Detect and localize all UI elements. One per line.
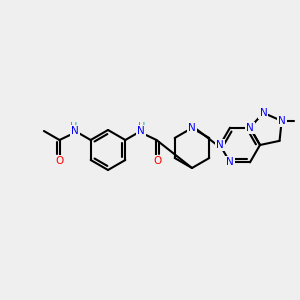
Text: N: N [216,140,224,150]
Text: O: O [153,156,162,166]
Text: O: O [56,156,64,166]
Text: N: N [260,108,267,118]
Text: N: N [71,126,79,136]
Text: N: N [246,123,254,133]
Text: H: H [138,122,146,132]
Text: N: N [226,157,234,167]
Text: N: N [137,126,145,136]
Text: N: N [188,123,196,133]
Text: N: N [278,116,286,126]
Text: H: H [70,122,78,132]
